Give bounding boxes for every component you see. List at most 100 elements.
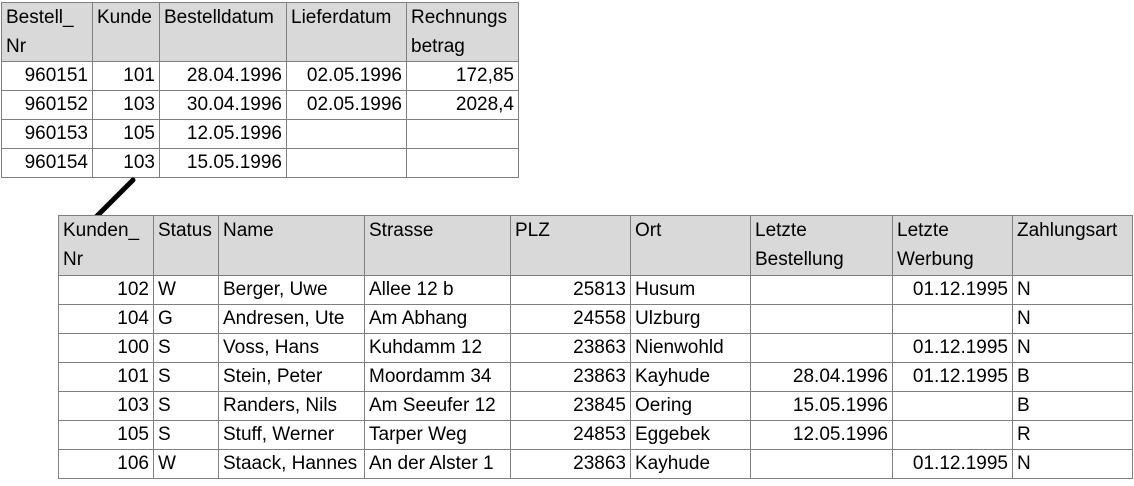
cell-name: Stuff, Werner [218,420,365,450]
cell-status: W [153,275,219,305]
cell-zahlungsart: N [1012,275,1133,305]
cell-strasse: Kuhdamm 12 [364,333,511,363]
cell-bestelldatum: 30.04.1996 [159,90,287,120]
cell-ort: Eggebek [630,420,751,450]
customers-header-strasse: Strasse [364,215,511,276]
table-row: 104 G Andresen, Ute Am Abhang 24558 Ulzb… [58,304,1133,334]
cell-kunden-nr: 100 [58,333,154,363]
cell-letzte-werbung [892,420,1013,450]
orders-header-row: Bestell_ Nr Kunde Bestelldatum Lieferdat… [1,2,519,62]
cell-name: Stein, Peter [218,362,365,392]
customers-header-letzte-werbung: Letzte Werbung [892,215,1013,276]
cell-lieferdatum: 02.05.1996 [286,90,407,120]
cell-kunden-nr: 103 [58,391,154,421]
cell-name: Randers, Nils [218,391,365,421]
orders-header-bestelldatum: Bestelldatum [159,2,287,62]
cell-ort: Husum [630,275,751,305]
orders-header-bestell-nr: Bestell_ Nr [1,2,93,62]
cell-zahlungsart: N [1012,304,1133,334]
customers-header-status: Status [153,215,219,276]
table-row: 103 S Randers, Nils Am Seeufer 12 23845 … [58,391,1133,421]
cell-plz: 25813 [510,275,631,305]
table-row: 105 S Stuff, Werner Tarper Weg 24853 Egg… [58,420,1133,450]
cell-zahlungsart: N [1012,333,1133,363]
cell-letzte-werbung: 01.12.1995 [892,333,1013,363]
cell-plz: 23863 [510,362,631,392]
cell-rechnungsbetrag: 172,85 [406,61,519,91]
cell-letzte-bestellung [750,275,893,305]
customers-header-zahlungsart: Zahlungsart [1012,215,1133,276]
cell-plz: 23863 [510,333,631,363]
cell-ort: Ulzburg [630,304,751,334]
customers-header-row: Kunden_ Nr Status Name Strasse PLZ Ort L… [58,215,1133,276]
table-row: 100 S Voss, Hans Kuhdamm 12 23863 Nienwo… [58,333,1133,363]
cell-letzte-werbung: 01.12.1995 [892,362,1013,392]
table-row: 106 W Staack, Hannes An der Alster 1 238… [58,449,1133,479]
cell-bestelldatum: 15.05.1996 [159,148,287,178]
cell-bestell-nr: 960154 [1,148,93,178]
cell-name: Berger, Uwe [218,275,365,305]
table-row: 960154 103 15.05.1996 [1,148,519,178]
orders-header-kunde: Kunde [92,2,160,62]
cell-letzte-bestellung: 12.05.1996 [750,420,893,450]
orders-header-lieferdatum: Lieferdatum [286,2,407,62]
table-row: 101 S Stein, Peter Moordamm 34 23863 Kay… [58,362,1133,392]
cell-strasse: Allee 12 b [364,275,511,305]
cell-ort: Nienwohld [630,333,751,363]
cell-kunden-nr: 104 [58,304,154,334]
cell-name: Staack, Hannes [218,449,365,479]
cell-lieferdatum [286,119,407,149]
cell-letzte-bestellung: 15.05.1996 [750,391,893,421]
cell-letzte-bestellung [750,449,893,479]
cell-kunden-nr: 106 [58,449,154,479]
cell-zahlungsart: R [1012,420,1133,450]
relationship-connector [91,177,136,222]
table-row: 960151 101 28.04.1996 02.05.1996 172,85 [1,61,519,91]
cell-letzte-werbung [892,391,1013,421]
customers-header-name: Name [218,215,365,276]
customers-header-plz: PLZ [510,215,631,276]
cell-zahlungsart: B [1012,391,1133,421]
cell-letzte-werbung: 01.12.1995 [892,275,1013,305]
cell-plz: 24558 [510,304,631,334]
cell-letzte-bestellung [750,333,893,363]
cell-status: W [153,449,219,479]
cell-zahlungsart: B [1012,362,1133,392]
orders-table: Bestell_ Nr Kunde Bestelldatum Lieferdat… [1,2,519,178]
cell-kunden-nr: 101 [58,362,154,392]
cell-kunde: 103 [92,148,160,178]
cell-lieferdatum: 02.05.1996 [286,61,407,91]
cell-strasse: Moordamm 34 [364,362,511,392]
cell-status: S [153,362,219,392]
cell-status: S [153,420,219,450]
cell-strasse: Am Abhang [364,304,511,334]
table-row: 102 W Berger, Uwe Allee 12 b 25813 Husum… [58,275,1133,305]
cell-ort: Kayhude [630,362,751,392]
cell-bestell-nr: 960153 [1,119,93,149]
cell-bestell-nr: 960152 [1,90,93,120]
cell-status: S [153,391,219,421]
cell-kunde: 103 [92,90,160,120]
customers-table: Kunden_ Nr Status Name Strasse PLZ Ort L… [58,215,1133,479]
cell-strasse: Tarper Weg [364,420,511,450]
cell-lieferdatum [286,148,407,178]
customers-header-ort: Ort [630,215,751,276]
cell-kunden-nr: 102 [58,275,154,305]
cell-bestell-nr: 960151 [1,61,93,91]
customers-header-letzte-bestellung: Letzte Bestellung [750,215,893,276]
cell-plz: 23845 [510,391,631,421]
cell-name: Andresen, Ute [218,304,365,334]
cell-letzte-werbung: 01.12.1995 [892,449,1013,479]
cell-letzte-bestellung: 28.04.1996 [750,362,893,392]
cell-kunden-nr: 105 [58,420,154,450]
cell-ort: Kayhude [630,449,751,479]
customers-header-kunden-nr: Kunden_ Nr [58,215,154,276]
cell-strasse: An der Alster 1 [364,449,511,479]
cell-status: G [153,304,219,334]
cell-plz: 24853 [510,420,631,450]
cell-kunde: 101 [92,61,160,91]
cell-plz: 23863 [510,449,631,479]
cell-rechnungsbetrag [406,148,519,178]
cell-strasse: Am Seeufer 12 [364,391,511,421]
